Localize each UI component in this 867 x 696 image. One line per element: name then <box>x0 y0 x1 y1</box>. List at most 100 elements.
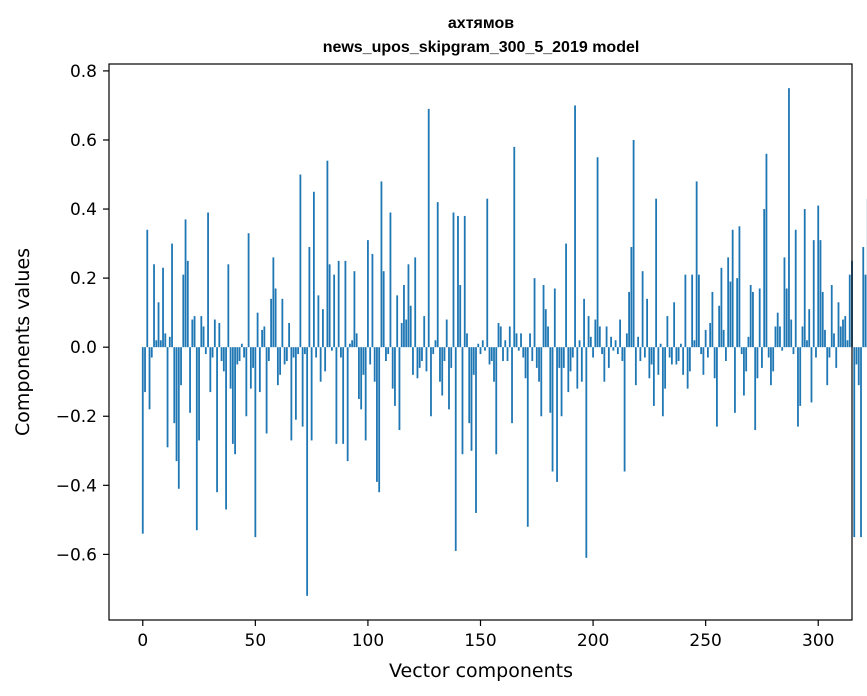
bar-298 <box>812 240 815 348</box>
bar-261 <box>729 281 732 348</box>
bar-252 <box>709 323 712 348</box>
bar-217 <box>630 247 633 348</box>
bar-112 <box>394 347 396 406</box>
bar-68 <box>294 347 297 420</box>
bar-99 <box>364 347 367 441</box>
bar-132 <box>439 347 441 382</box>
bar-273 <box>756 347 759 379</box>
bar-65 <box>288 323 291 348</box>
bar-59 <box>274 288 277 348</box>
bar-192 <box>574 105 576 348</box>
x-axis-ticks: 0 50 100 150 200 250 300 <box>137 620 834 651</box>
bar-115 <box>400 323 403 348</box>
bar-81 <box>324 347 327 372</box>
bar-187 <box>562 347 565 368</box>
bar-25 <box>198 347 200 441</box>
bar-234 <box>668 347 671 358</box>
bar-88 <box>340 347 342 358</box>
bar-82 <box>326 160 329 348</box>
y-tick-label: 0.6 <box>70 131 97 151</box>
bar-293 <box>801 326 804 348</box>
plot-frame <box>108 63 853 621</box>
bar-51 <box>256 312 259 348</box>
bar-3 <box>148 347 151 410</box>
bar-35 <box>220 347 223 361</box>
bar-174 <box>533 278 536 348</box>
bar-250 <box>704 329 707 348</box>
x-tick-label: 100 <box>352 631 384 651</box>
bar-277 <box>765 153 768 348</box>
bar-190 <box>569 347 572 372</box>
bar-204 <box>601 347 603 355</box>
bar-219 <box>634 347 637 386</box>
bar-319 <box>860 347 862 538</box>
bar-287 <box>788 88 790 348</box>
bar-255 <box>716 347 718 427</box>
bar-120 <box>412 347 414 375</box>
bar-74 <box>308 247 311 348</box>
bar-93 <box>351 340 354 348</box>
bar-39 <box>229 347 232 389</box>
bar-60 <box>276 347 279 386</box>
bar-179 <box>544 309 547 348</box>
bar-180 <box>547 326 549 348</box>
bar-201 <box>594 319 597 348</box>
bar-131 <box>436 202 439 348</box>
bar-153 <box>486 198 489 348</box>
bar-242 <box>686 347 689 389</box>
bar-152 <box>484 347 486 351</box>
bar-73 <box>306 347 309 596</box>
bar-197 <box>585 347 588 558</box>
bar-85 <box>333 274 336 348</box>
bar-66 <box>290 347 293 441</box>
bar-258 <box>722 329 725 348</box>
bar-257 <box>720 267 723 348</box>
bar-145 <box>468 347 471 424</box>
bar-259 <box>725 347 727 361</box>
bar-164 <box>511 347 513 424</box>
bar-58 <box>272 257 275 348</box>
bar-205 <box>603 347 606 382</box>
bar-184 <box>556 347 558 482</box>
y-tick-label: 0.8 <box>70 62 97 82</box>
bar-268 <box>745 347 748 372</box>
bar-167 <box>517 347 520 351</box>
bar-106 <box>380 181 383 348</box>
bar-245 <box>693 340 696 348</box>
bar-195 <box>580 347 583 382</box>
bar-79 <box>319 347 322 382</box>
bar-31 <box>211 347 214 358</box>
bar-96 <box>358 347 360 399</box>
bar-34 <box>218 323 221 348</box>
bar-128 <box>430 347 432 417</box>
bar-238 <box>677 347 680 361</box>
bar-1 <box>144 347 146 393</box>
bar-262 <box>731 229 734 348</box>
bar-225 <box>648 347 651 379</box>
bar-158 <box>497 323 500 348</box>
bar-208 <box>610 336 612 348</box>
bar-194 <box>578 340 581 348</box>
bar-314 <box>848 274 851 348</box>
bar-302 <box>821 291 824 348</box>
bar-276 <box>763 209 766 348</box>
bar-95 <box>355 333 358 348</box>
bar-162 <box>506 347 509 361</box>
bar-218 <box>632 139 635 348</box>
bar-269 <box>747 336 750 348</box>
bar-207 <box>607 347 610 368</box>
bar-272 <box>754 347 757 431</box>
bar-186 <box>560 347 563 417</box>
bar-130 <box>434 340 437 348</box>
bar-231 <box>661 347 664 417</box>
bar-67 <box>292 347 295 358</box>
bar-288 <box>790 319 793 348</box>
bar-310 <box>839 326 842 348</box>
x-tick-label: 50 <box>245 631 267 651</box>
bar-42 <box>236 347 239 365</box>
bar-299 <box>815 347 817 358</box>
bar-304 <box>826 347 829 386</box>
bar-203 <box>598 326 601 348</box>
bar-226 <box>650 347 653 365</box>
